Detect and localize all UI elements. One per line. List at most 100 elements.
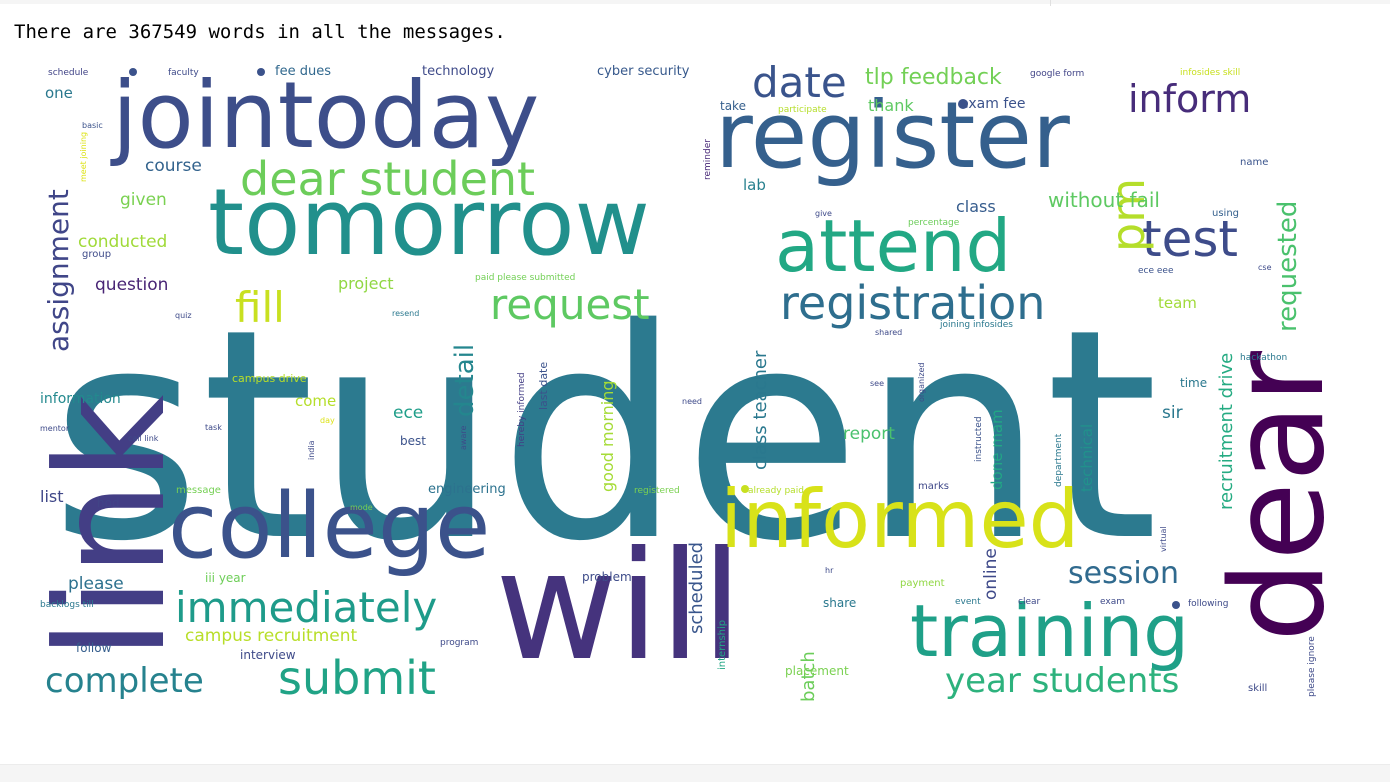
cloud-word: conducted [78, 232, 168, 252]
cloud-word: technology [422, 64, 495, 79]
cloud-word: faculty [168, 68, 199, 78]
cloud-word: aware [459, 425, 468, 450]
cloud-word: student [50, 268, 1159, 605]
cloud-word: report [843, 424, 895, 444]
cloud-word: requested [1273, 200, 1303, 332]
cloud-word: mentor [40, 424, 70, 433]
cloud-word: register [715, 82, 1070, 189]
cloud-word: assignment [42, 189, 75, 352]
cloud-word: mode [350, 503, 373, 512]
cloud-word: message [176, 485, 221, 496]
cloud-word: one [45, 84, 73, 102]
cloud-word: given [120, 190, 167, 210]
cloud-word: without fail [1048, 188, 1160, 212]
cloud-word: college [168, 474, 491, 579]
cloud-word: best [400, 434, 426, 448]
cloud-word: request [490, 280, 650, 329]
cloud-word: backlogs till [40, 600, 94, 610]
cloud-word: list [40, 487, 64, 506]
cloud-word: skill [1248, 683, 1268, 694]
cloud-word: campus drive [232, 372, 307, 385]
cloud-word: organized [917, 362, 926, 402]
cloud-word: submit [278, 651, 436, 705]
cloud-word: class [956, 197, 996, 216]
cloud-word: ece [393, 403, 424, 423]
cloud-word: cse [1258, 263, 1272, 272]
top-strip [0, 0, 1390, 4]
cloud-word: participate [778, 105, 827, 115]
cloud-word: training [910, 589, 1189, 673]
cloud-word: payment [900, 578, 945, 589]
cloud-word: resend [392, 309, 420, 318]
cloud-word: department [1054, 433, 1064, 487]
cloud-word: iii year [205, 571, 246, 585]
cloud-word: india [307, 440, 316, 461]
cloud-word: task [205, 423, 222, 432]
cloud-word: sir [1162, 403, 1183, 423]
cloud-word: following [1188, 599, 1229, 609]
cloud-word: google form [1030, 69, 1085, 79]
cloud-dot [741, 485, 749, 493]
cloud-word: day [320, 416, 335, 425]
cloud-word: meet joining [79, 131, 88, 182]
cloud-word: tomorrow [208, 169, 650, 276]
cloud-word: registered [634, 486, 680, 496]
cloud-word: group [82, 249, 112, 260]
cloud-word: inform [1128, 77, 1252, 121]
cloud-word: immediately [175, 583, 438, 632]
cloud-word: information [40, 391, 121, 407]
cloud-word: project [338, 274, 394, 293]
cloud-word: clear [1018, 597, 1041, 607]
cloud-word: thank [868, 96, 914, 115]
cloud-word: tlp feedback [865, 65, 1002, 90]
cloud-word: infosides skill [1180, 68, 1241, 78]
cloud-word: instructed [974, 416, 984, 462]
cloud-word: informed [720, 473, 1080, 566]
cloud-word: time [1180, 376, 1208, 390]
cloud-word: event [955, 597, 981, 607]
cloud-word: joining infosides [940, 320, 1013, 330]
cloud-word: done mam [988, 409, 1006, 490]
cloud-word: lab [743, 176, 766, 194]
cloud-word: campus recruitment [185, 626, 358, 646]
word-cloud-image: student link dear will jointoday register tomo… [40, 62, 1330, 710]
cloud-word: marks [918, 481, 949, 492]
cloud-word: internship [717, 619, 728, 670]
cloud-word: interview [240, 648, 296, 662]
cloud-word: technical [1078, 423, 1096, 492]
cloud-word: virtual [1159, 526, 1168, 552]
cloud-word: attend [775, 204, 1012, 288]
cloud-word: basic [82, 121, 103, 130]
cloud-word: ece eee [1138, 266, 1174, 276]
cloud-word: call link [128, 434, 159, 443]
cloud-word: hereby informed [517, 372, 527, 447]
cloud-word: scheduled [686, 541, 707, 634]
cloud-word: jointoday [112, 62, 540, 169]
cloud-word: come [295, 392, 337, 410]
cloud-word: cyber security [597, 64, 690, 79]
cloud-dot [129, 68, 137, 76]
cloud-word: question [95, 275, 169, 295]
cloud-word: see [870, 379, 885, 388]
cloud-word: dear student [240, 152, 536, 206]
cloud-word: program [440, 638, 479, 648]
cloud-word: please ignore [1307, 636, 1317, 697]
cloud-word: class teacher [750, 350, 771, 470]
cloud-dot [1172, 601, 1180, 609]
cloud-word: shared [875, 328, 903, 337]
cloud-word: registration [780, 276, 1046, 330]
cloud-word: exam fee [960, 96, 1026, 112]
top-divider [1050, 0, 1051, 6]
cloud-word: course [145, 156, 202, 176]
cloud-word: online [981, 548, 1001, 600]
cloud-word: fill [235, 283, 285, 332]
cloud-word: last date [537, 361, 550, 410]
cloud-word: paid please submitted [475, 273, 576, 283]
cloud-word: test [1142, 210, 1239, 268]
cloud-word: hackathon [1240, 353, 1288, 363]
cloud-word: using [1212, 208, 1240, 219]
cloud-word: detail [450, 343, 480, 417]
cloud-word: year students [945, 661, 1180, 701]
cloud-word: engineering [428, 482, 506, 497]
cloud-word: give [815, 209, 832, 218]
